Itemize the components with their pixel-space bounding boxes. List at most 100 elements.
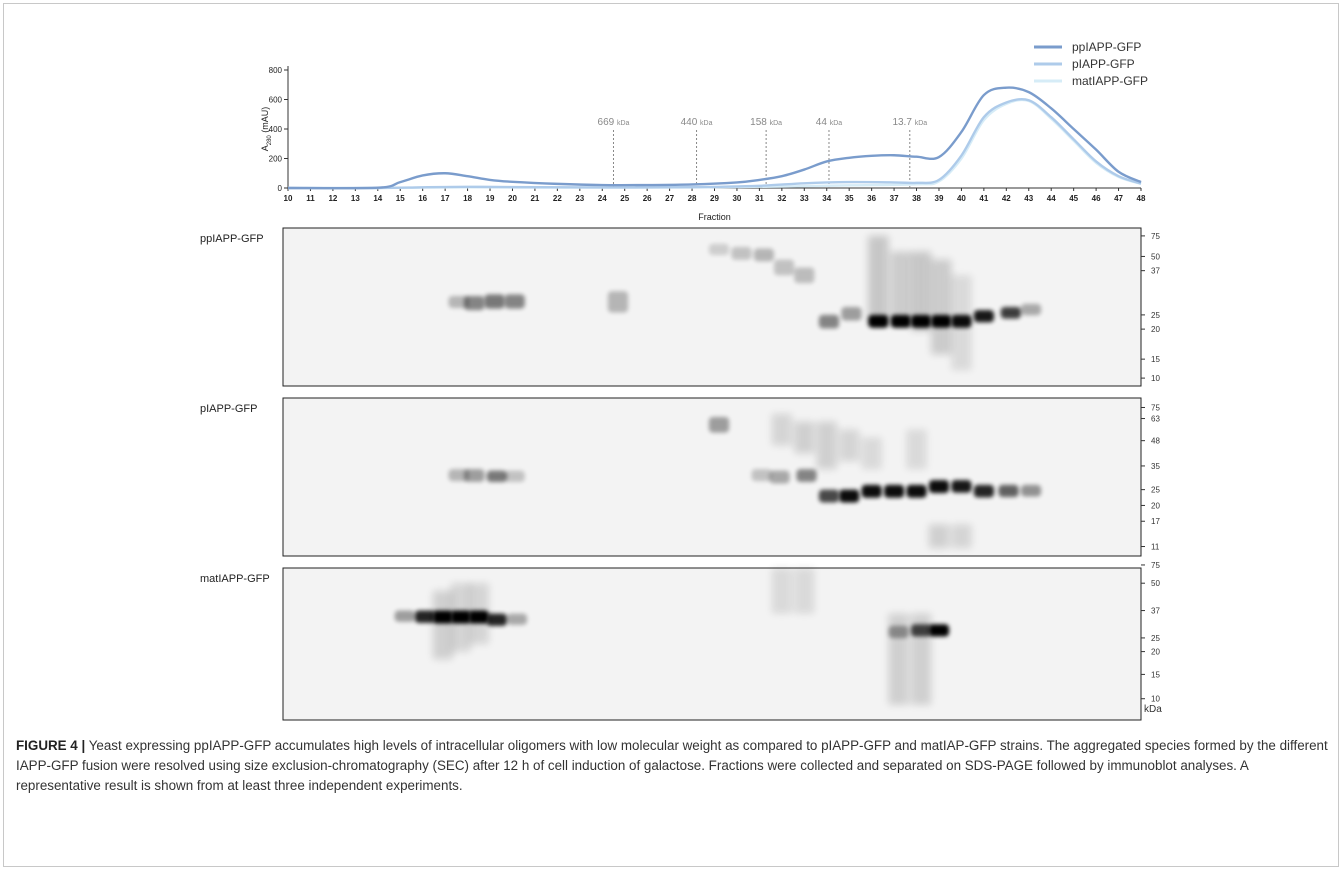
x-tick-label: 27 (665, 194, 674, 203)
ladder-label: 48 (1151, 437, 1160, 446)
x-tick-label: 37 (890, 194, 899, 203)
blot-smear (771, 568, 792, 614)
blot-band (796, 469, 817, 482)
x-tick-label: 36 (867, 194, 876, 203)
x-tick-label: 43 (1024, 194, 1033, 203)
blot-smear (839, 429, 860, 462)
ladder-label: 25 (1151, 634, 1160, 643)
blot-band (861, 484, 882, 498)
kda-label: kDa (1144, 704, 1162, 715)
blot-band (708, 243, 730, 256)
x-tick-label: 39 (935, 194, 944, 203)
mw-marker-label: 158 kDa (750, 117, 782, 128)
blot-smear (928, 524, 950, 549)
ladder-label: 20 (1151, 648, 1160, 657)
y-tick-label: 0 (278, 184, 283, 193)
figure-frame (3, 3, 1339, 867)
blot-band (928, 480, 950, 493)
figure-caption: FIGURE 4 | Yeast expressing ppIAPP-GFP a… (16, 736, 1332, 796)
y-tick-label: 200 (269, 155, 283, 164)
blot-row-label: ppIAPP-GFP (200, 233, 264, 245)
blot-smear (861, 437, 882, 470)
blot-band (1020, 484, 1042, 497)
ladder-label: 10 (1151, 374, 1160, 383)
ladder-label: 25 (1151, 486, 1160, 495)
immunoblots: ppIAPP-GFP 75 50 37 25 20 15 10 pIAPP-GFP 75 63 48 3… (200, 227, 1162, 721)
x-tick-label: 10 (284, 194, 293, 203)
blot-band (890, 314, 911, 328)
blot-band (868, 314, 889, 328)
ladder-label: 11 (1151, 543, 1160, 552)
ladder-label: 75 (1151, 232, 1160, 241)
ladder-label: 15 (1151, 670, 1160, 679)
x-tick-label: 26 (643, 194, 652, 203)
ladder-label: 63 (1151, 415, 1160, 424)
ladder-label: 50 (1151, 579, 1160, 588)
ladder-label: 25 (1151, 311, 1160, 320)
blot-band (951, 314, 972, 328)
blot-band (973, 484, 994, 498)
y-tick-label: 600 (269, 96, 283, 105)
blot-band (448, 295, 469, 309)
blot-band (818, 489, 840, 503)
blot-band (414, 610, 436, 623)
y-tick-label: 400 (269, 125, 283, 134)
blot-smear (951, 524, 972, 549)
x-tick-label: 21 (530, 194, 539, 203)
series-line-matIAPP-GFP (287, 98, 1142, 190)
blot-band (910, 624, 932, 637)
x-tick-label: 15 (396, 194, 405, 203)
x-tick-label: 35 (845, 194, 854, 203)
blot-band (464, 295, 485, 311)
x-tick-label: 19 (486, 194, 495, 203)
blot-band (751, 469, 772, 482)
legend-entry: pIAPP-GFP (1072, 57, 1135, 71)
blot-band (753, 248, 774, 262)
x-tick-label: 32 (777, 194, 786, 203)
blot-band (486, 470, 507, 483)
blot-smear (771, 413, 792, 446)
x-tick-label: 11 (306, 194, 315, 203)
mw-marker-label: 669 kDa (598, 117, 630, 128)
x-tick-label: 47 (1114, 194, 1123, 203)
x-tick-label: 40 (957, 194, 966, 203)
blot-membrane (282, 567, 1142, 721)
blot-band (906, 484, 927, 498)
blot-smear (931, 259, 952, 355)
blot-smear (816, 421, 837, 470)
x-tick-label: 22 (553, 194, 562, 203)
x-tick-label: 42 (1002, 194, 1011, 203)
blot-band (708, 416, 730, 433)
ladder-label: 10 (1151, 695, 1160, 704)
blot-smear (794, 568, 815, 614)
blot-band (486, 613, 507, 626)
blot-band (504, 470, 525, 483)
x-tick-label: 20 (508, 194, 517, 203)
ladder-label: 37 (1151, 607, 1160, 616)
series-line-pIAPP-GFP (287, 97, 1142, 190)
figure-graphics: 0 200 400 600 800 10 11 12 13 14 15 16 17 18 19 20 21 22 2… (200, 40, 1162, 721)
blot-band (1000, 307, 1021, 319)
ladder-label: 35 (1151, 462, 1160, 471)
blot-smear (868, 235, 889, 323)
blot-band (464, 469, 485, 482)
ladder-label: 37 (1151, 267, 1160, 276)
x-tick-label: 25 (620, 194, 629, 203)
x-tick-label: 30 (732, 194, 741, 203)
x-tick-label: 24 (598, 194, 607, 203)
ladder-label: 75 (1151, 561, 1160, 570)
ladder-label: 20 (1151, 325, 1160, 334)
blot-band (394, 610, 415, 622)
blot-band (839, 489, 860, 503)
caption-label: FIGURE 4 | (16, 738, 86, 753)
blot-band (951, 480, 972, 493)
x-tick-label: 23 (575, 194, 584, 203)
ladder-label: 75 (1151, 403, 1160, 412)
x-tick-label: 14 (373, 194, 382, 203)
blot-band (883, 484, 905, 498)
blot-band (998, 484, 1019, 497)
blot-band (468, 610, 489, 624)
blot-smear (910, 251, 932, 331)
x-tick-label: 45 (1069, 194, 1078, 203)
blot-band (773, 259, 795, 276)
